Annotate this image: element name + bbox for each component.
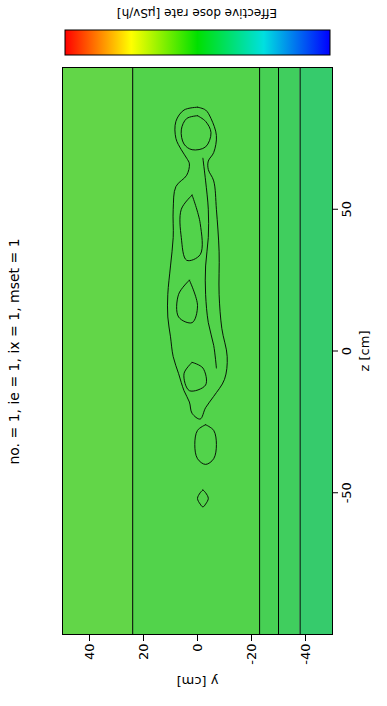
svg-text:0: 0 (190, 644, 205, 652)
svg-text:40: 40 (82, 644, 97, 661)
svg-text:0: 0 (339, 347, 354, 355)
html-text:no. = 1, ie = 1, ix = 1, mset: no. = 1, ie = 1, ix = 1, mset = 1 (6, 238, 22, 465)
svg-text:50: 50 (339, 201, 354, 218)
svg-text:20: 20 (136, 644, 151, 661)
svg-text:y [cm]: y [cm] (177, 674, 219, 689)
svg-text:Effective dose rate [μSv/h]: Effective dose rate [μSv/h] (117, 6, 277, 20)
svg-text:-50: -50 (339, 482, 354, 503)
svg-text:z [cm]: z [cm] (357, 331, 372, 372)
svg-text:-40: -40 (298, 644, 313, 665)
svg-text:-20: -20 (244, 644, 259, 665)
